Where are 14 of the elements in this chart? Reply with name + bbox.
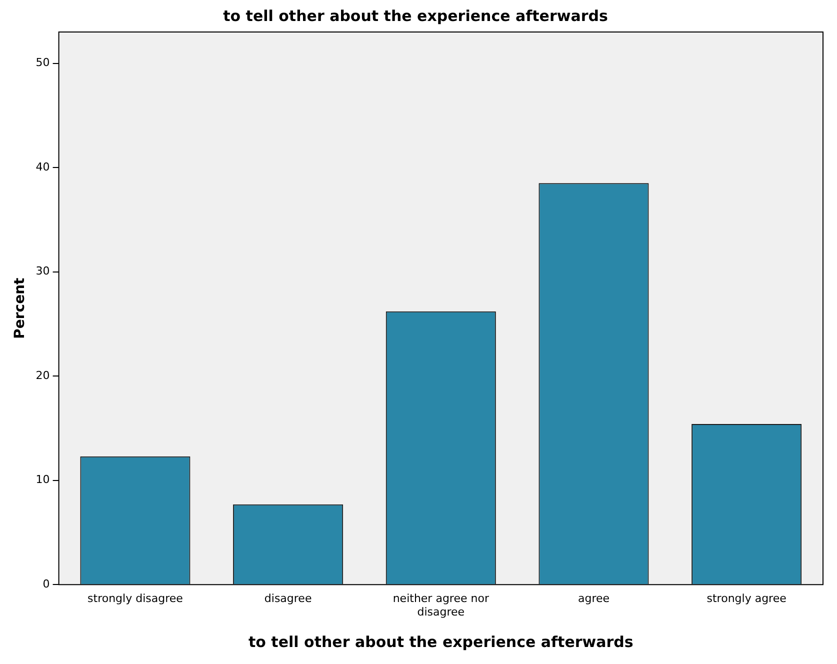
y-tick-label: 10 bbox=[36, 473, 50, 486]
y-tick-label: 50 bbox=[36, 56, 50, 70]
y-tick-label: 0 bbox=[42, 577, 50, 590]
y-axis-title: Percent bbox=[12, 277, 28, 339]
x-tick-label: agree bbox=[578, 592, 610, 606]
x-tick-label: disagree bbox=[264, 592, 312, 606]
x-tick-label: neither agree nor disagree bbox=[392, 592, 490, 618]
y-tick-label: 30 bbox=[36, 264, 50, 278]
y-tick-label: 20 bbox=[36, 368, 50, 382]
x-axis-title: to tell other about the experience afterwards bbox=[248, 632, 634, 651]
y-tick-label: 40 bbox=[36, 160, 50, 174]
x-tick-label: strongly agree bbox=[706, 592, 787, 606]
chart-title: to tell other about the experience afterwards bbox=[223, 6, 608, 25]
x-tick-label: strongly disagree bbox=[88, 592, 184, 606]
